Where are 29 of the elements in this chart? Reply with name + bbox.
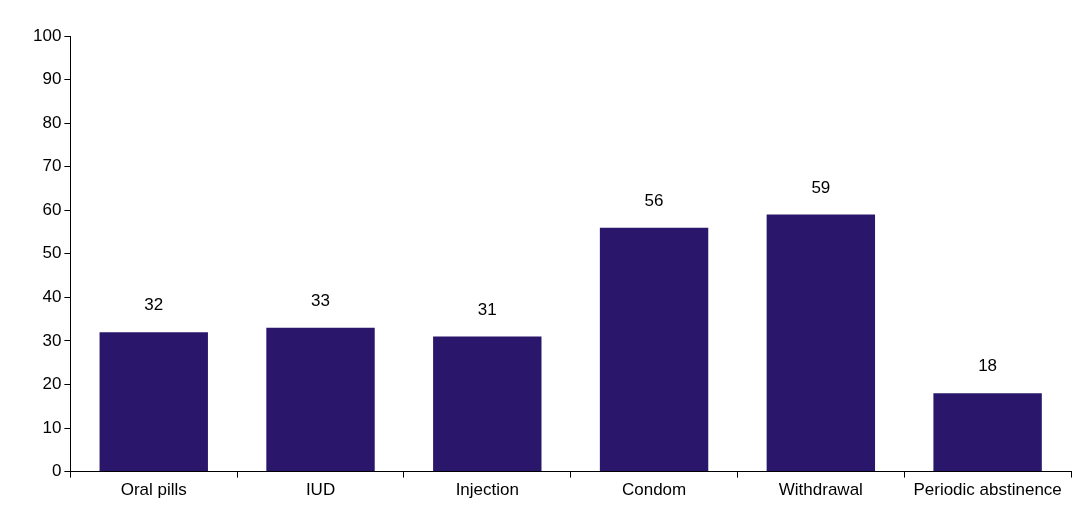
bar (433, 336, 542, 472)
bar (599, 227, 709, 472)
y-tick-label: 40 (42, 287, 62, 307)
data-label: 33 (311, 291, 330, 311)
data-label: 31 (477, 299, 497, 319)
bar (266, 327, 375, 472)
x-tick-label: Condom (621, 480, 687, 500)
bar (766, 214, 876, 472)
x-tick-label: Oral pills (120, 480, 187, 500)
bar (933, 393, 1042, 472)
x-tick-label: Periodic abstinence (913, 480, 1062, 500)
data-label: 59 (811, 177, 831, 197)
y-tick-label: 20 (42, 374, 62, 394)
y-tick-label: 50 (42, 243, 62, 263)
y-tick-label: 0 (51, 461, 62, 481)
y-tick-label: 90 (42, 69, 62, 89)
y-tick-label: 60 (42, 199, 62, 219)
data-label: 18 (978, 356, 998, 376)
y-tick-label: 100 (32, 25, 62, 45)
y-tick-label: 30 (42, 330, 62, 350)
data-label: 32 (144, 295, 164, 315)
y-tick-label: 70 (42, 156, 62, 176)
x-tick-label: IUD (305, 480, 336, 500)
x-tick-label: Withdrawal (778, 480, 863, 500)
y-tick-label: 10 (42, 417, 62, 437)
bar (99, 332, 208, 472)
y-tick-label: 80 (42, 112, 62, 132)
data-label: 56 (644, 190, 664, 210)
x-tick-label: Injection (455, 480, 519, 500)
